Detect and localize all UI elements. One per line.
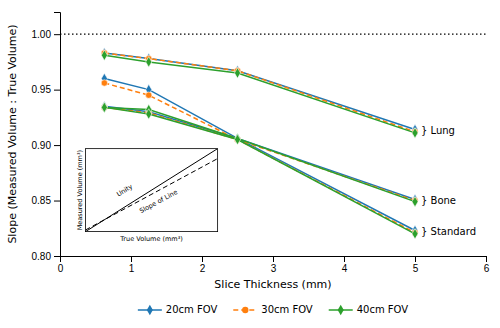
inset-line xyxy=(86,149,218,232)
x-axis: 0 1 2 3 4 5 6 xyxy=(58,256,490,274)
marker xyxy=(146,57,152,68)
tick: 5 xyxy=(413,256,419,274)
tick-label: 1.00 xyxy=(32,29,52,40)
tick-mark xyxy=(202,256,203,262)
tick-label: 5 xyxy=(413,263,419,274)
inset-annotation: Unity xyxy=(115,183,134,199)
reference-line xyxy=(60,34,486,35)
chart: 0 1 2 3 4 5 6 0.80 0.85 0.90 0.95 1.00 } Lung } Bone}… xyxy=(0,0,500,328)
tick-mark xyxy=(54,34,60,35)
tick-mark xyxy=(273,256,274,262)
tick: 3 xyxy=(271,256,277,274)
legend-marker xyxy=(147,305,153,316)
marker xyxy=(101,102,107,113)
data-area xyxy=(60,34,486,239)
marker xyxy=(412,196,418,207)
series-line xyxy=(104,53,415,132)
marker xyxy=(234,68,240,79)
tick: 0.90 xyxy=(32,140,60,151)
axis-line xyxy=(61,257,487,263)
tick: 1.00 xyxy=(32,29,60,40)
annotation: } Lung xyxy=(421,125,455,136)
inset-line xyxy=(86,159,218,230)
tick-label: 0.90 xyxy=(32,140,52,151)
series-line xyxy=(104,53,415,130)
annotation: } Standard xyxy=(421,226,476,237)
marker xyxy=(101,50,107,61)
legend-marker xyxy=(338,305,344,316)
tick-label: 0.95 xyxy=(32,84,52,95)
inset: True Volume (mm³) Measured Volume (mm³) Un… xyxy=(76,149,218,243)
tick-mark xyxy=(54,201,60,202)
plot-root: 0 1 2 3 4 5 6 0.80 0.85 0.90 0.95 1.00 } Lung } Bone}… xyxy=(32,13,490,275)
tick-label: 6 xyxy=(484,263,490,274)
tick-mark xyxy=(415,256,416,262)
tick-label: 4 xyxy=(342,263,348,274)
y-axis: 0.80 0.85 0.90 0.95 1.00 xyxy=(32,13,61,262)
tick-label: 0.85 xyxy=(32,195,52,206)
tick: 4 xyxy=(342,256,348,274)
legend-item: 30cm FOV xyxy=(233,304,313,315)
inset-x-title: True Volume (mm³) xyxy=(119,235,182,243)
y-axis-title: Slope (Measured Volume : True Volume) xyxy=(6,24,19,243)
inset-annotation: Slope of Line xyxy=(138,188,179,215)
tick-label: 1 xyxy=(129,263,135,274)
inset-y-title: Measured Volume (mm³) xyxy=(76,150,84,230)
tick-mark xyxy=(344,256,345,262)
series-line xyxy=(104,55,415,133)
marker xyxy=(101,80,107,86)
legend-label: 20cm FOV xyxy=(166,304,218,315)
annotation: } Bone xyxy=(421,195,456,206)
marker xyxy=(412,128,418,139)
x-axis-title: Slice Thickness (mm) xyxy=(214,278,331,291)
legend-marker xyxy=(242,307,248,313)
tick-mark xyxy=(131,256,132,262)
tick: 1 xyxy=(129,256,135,274)
tick: 6 xyxy=(484,256,490,274)
marker xyxy=(146,109,152,120)
tick-mark xyxy=(486,256,487,262)
tick: 0.95 xyxy=(32,84,60,95)
marker xyxy=(412,229,418,240)
legend-item: 20cm FOV xyxy=(138,304,218,315)
tick-label: 3 xyxy=(271,263,277,274)
legend-item: 40cm FOV xyxy=(329,304,409,315)
tick: 2 xyxy=(200,256,206,274)
marker xyxy=(146,92,152,98)
inset-frame xyxy=(86,149,218,232)
marker xyxy=(234,134,240,145)
tick: 0 xyxy=(58,256,64,274)
legend-label: 40cm FOV xyxy=(357,304,409,315)
tick-mark xyxy=(54,145,60,146)
legend: 20cm FOV 30cm FOV 40cm FOV xyxy=(138,304,408,315)
marker xyxy=(101,102,107,113)
tick-label: 2 xyxy=(200,263,206,274)
tick-label: 0.80 xyxy=(32,251,52,262)
tick-label: 0 xyxy=(58,263,64,274)
tick: 0.85 xyxy=(32,195,60,206)
tick: 0.80 xyxy=(32,251,60,262)
axis-line xyxy=(54,13,61,257)
inset-data xyxy=(86,149,218,232)
tick-mark xyxy=(54,256,60,257)
legend-label: 30cm FOV xyxy=(261,304,313,315)
tick-mark xyxy=(54,90,60,91)
